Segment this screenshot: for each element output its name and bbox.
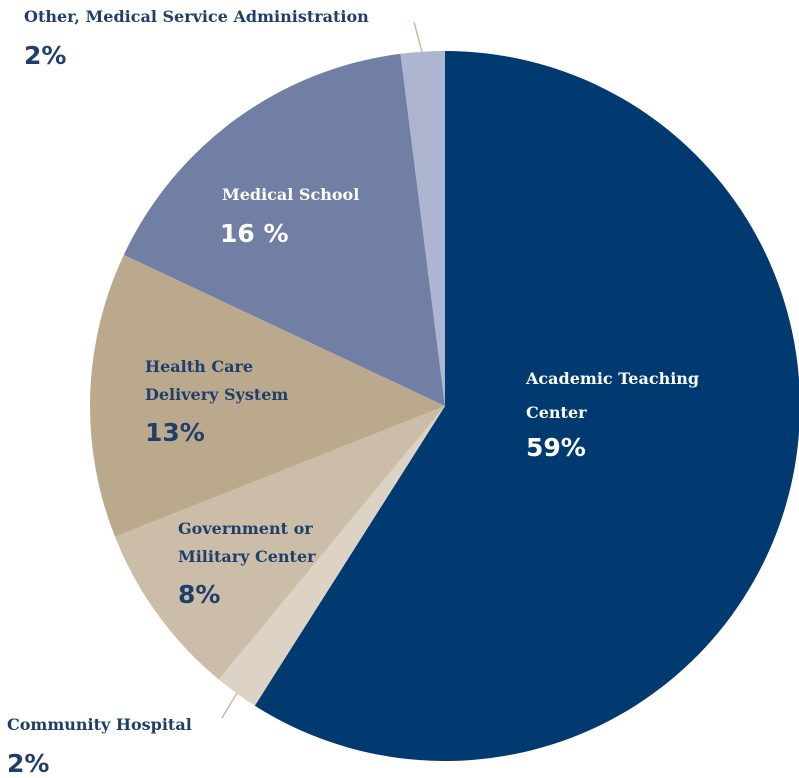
pie-slice-medical-school <box>123 53 445 407</box>
pie-slice-other-medical-service-administration <box>400 51 445 406</box>
pie-slice-health-care-delivery-system <box>90 254 446 537</box>
slice-value-health-care-delivery: 13% <box>145 418 205 447</box>
pie-slice-community-hospital <box>218 406 445 706</box>
slice-label-medical-school: Medical School <box>222 185 359 204</box>
slice-label-community-hospital: Community Hospital <box>7 715 192 734</box>
leader-lines <box>221 21 424 719</box>
slice-value-other-medical-admin: 2% <box>24 41 66 70</box>
slice-value-medical-school: 16 % <box>220 219 289 248</box>
pie-slice-academic-teaching-center <box>254 51 799 761</box>
slice-value-community-hospital: 2% <box>7 749 49 778</box>
leader-line-community-hospital <box>221 689 240 719</box>
slice-label-health-care-delivery: Health Care Delivery System <box>145 357 288 404</box>
slice-value-government-military: 8% <box>178 580 220 609</box>
leader-line-other-medical-admin <box>413 21 424 56</box>
slice-label-other-medical-admin: Other, Medical Service Administration <box>24 7 369 26</box>
pie-slices <box>90 51 799 761</box>
slice-value-academic-teaching-center: 59% <box>526 433 586 462</box>
slice-label-government-military: Government or Military Center <box>178 519 318 566</box>
pie-slice-government-or-military-center <box>114 406 446 680</box>
slice-label-academic-teaching-center: Academic Teaching Center <box>525 369 705 422</box>
